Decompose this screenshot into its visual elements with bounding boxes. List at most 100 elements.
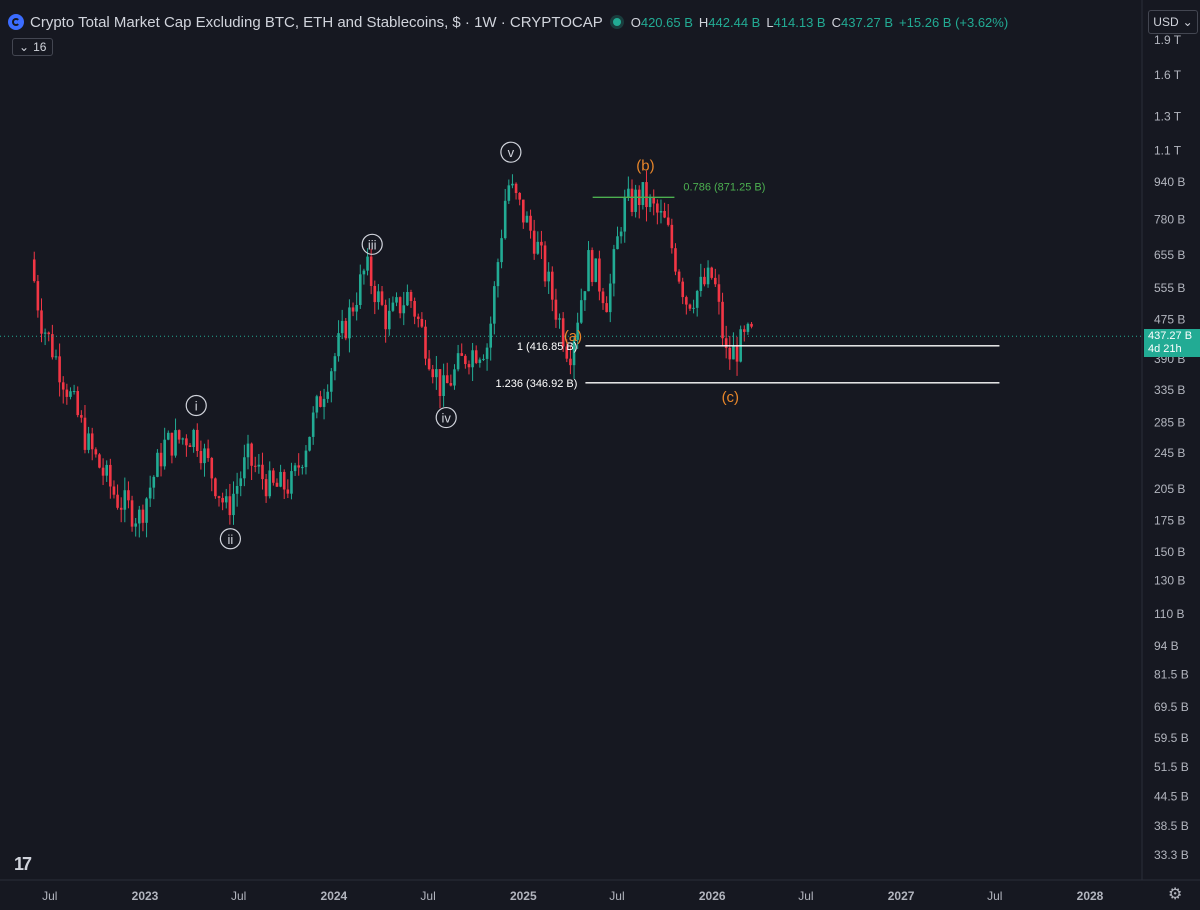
- candle-body: [275, 482, 279, 487]
- candle-body: [478, 359, 482, 363]
- candle-body: [138, 509, 141, 524]
- candle-body: [109, 464, 112, 487]
- candle-body: [732, 345, 735, 360]
- candle-body: [623, 197, 627, 232]
- candle-body: [395, 297, 398, 303]
- candle-body: [427, 358, 431, 370]
- candle-body: [485, 347, 489, 359]
- candle-body: [98, 454, 101, 468]
- candle-body: [489, 323, 493, 348]
- y-tick-label: 1.9 T: [1154, 33, 1182, 47]
- y-tick-label: 335 B: [1154, 383, 1185, 397]
- candle-body: [268, 470, 272, 497]
- candle-body: [185, 438, 188, 446]
- candle-body: [40, 310, 43, 334]
- candle-body: [645, 182, 648, 208]
- candle-body: [340, 320, 344, 334]
- high-value: 442.44 B: [708, 14, 761, 30]
- candle-body: [174, 430, 177, 456]
- wave-label-circle: [185, 394, 207, 417]
- candle-body: [32, 259, 36, 282]
- candle-body: [101, 467, 105, 476]
- x-tick-label: 2024: [321, 889, 348, 903]
- x-tick-label: 2026: [699, 889, 726, 903]
- chevron-down-icon: ⌄: [1182, 15, 1193, 29]
- candle-body: [243, 457, 246, 479]
- y-tick-label: 59.5 B: [1154, 731, 1189, 745]
- candle-body: [583, 291, 587, 301]
- candle-body: [413, 300, 416, 317]
- gear-icon[interactable]: ⚙: [1168, 886, 1183, 903]
- candle-body: [94, 449, 98, 455]
- candle-body: [123, 490, 127, 510]
- candle-body: [170, 432, 174, 456]
- candle-body: [391, 302, 395, 311]
- fib-level-label: 1 (416.85 B): [517, 341, 578, 353]
- candle-body: [279, 471, 282, 487]
- y-axis[interactable]: 1.9 T 1.6 T 1.3 T 1.1 T 940 B 780 B 655 B 555 B…: [1154, 33, 1189, 862]
- candle-body: [116, 494, 119, 508]
- candle-body: [532, 230, 536, 254]
- candle-body: [380, 291, 384, 305]
- wave-label: ii: [228, 532, 234, 547]
- candle-body: [206, 448, 210, 459]
- candle-body: [402, 305, 406, 314]
- wave-label: (b): [636, 158, 654, 175]
- wave-label: (a): [564, 328, 582, 345]
- y-tick-label: 130 B: [1154, 574, 1185, 588]
- y-tick-label: 150 B: [1154, 545, 1185, 559]
- y-tick-label: 51.5 B: [1154, 760, 1189, 774]
- candle-body: [449, 383, 453, 386]
- y-tick-label: 1.3 T: [1154, 110, 1182, 124]
- x-tick-label: Jul: [987, 889, 1002, 903]
- candle-body: [522, 199, 525, 223]
- candle-body: [594, 258, 598, 282]
- candle-body: [235, 486, 239, 494]
- candle-body: [36, 281, 40, 311]
- last-price-tag: 437.27 B 4d 21h: [1144, 329, 1200, 357]
- candle-body: [518, 193, 521, 200]
- low-label: L: [766, 14, 774, 30]
- candle-body: [250, 443, 253, 466]
- tradingview-logo-icon[interactable]: 17: [14, 854, 32, 874]
- candle-body: [710, 267, 713, 278]
- open-label: O: [630, 14, 641, 30]
- candle-body: [699, 276, 703, 291]
- indicators-toggle[interactable]: ⌄ 16: [12, 38, 54, 56]
- high-label: H: [698, 14, 709, 30]
- candle-body: [656, 203, 659, 213]
- candle-body: [703, 276, 706, 285]
- candle-body: [493, 286, 496, 324]
- last-price-value: 437.27 B: [1148, 330, 1193, 342]
- candle-body: [742, 329, 746, 332]
- candle-body: [663, 210, 666, 218]
- candle-body: [474, 350, 478, 363]
- x-tick-label: 2023: [132, 889, 159, 903]
- candle-body: [232, 493, 235, 516]
- candle-body: [80, 415, 83, 418]
- candle-body: [166, 432, 170, 440]
- candle-body: [420, 318, 424, 327]
- candle-body: [746, 323, 750, 332]
- candle-body: [330, 371, 333, 392]
- y-tick-label: 1.1 T: [1154, 143, 1182, 157]
- candle-body: [750, 323, 753, 327]
- symbol-title[interactable]: Crypto Total Market Cap Excluding BTC, E…: [30, 13, 603, 31]
- candle-body: [333, 356, 337, 372]
- y-tick-label: 780 B: [1154, 213, 1185, 227]
- candle-body: [87, 433, 90, 450]
- chevron-down-icon: ⌄: [19, 40, 30, 54]
- candle-body: [547, 271, 550, 282]
- candle-body: [550, 271, 554, 300]
- wave-label: iii: [368, 237, 377, 252]
- candle-body: [199, 451, 203, 464]
- x-tick-label: Jul: [609, 889, 624, 903]
- wave-label-circle: [361, 233, 383, 255]
- x-axis[interactable]: Jul 2023 Jul 2024 Jul 2025 Jul 2026 Jul 2027 Jul 20…: [42, 889, 1104, 903]
- candle-body: [319, 396, 322, 407]
- candle-body: [90, 433, 94, 450]
- candle-body: [674, 248, 677, 272]
- currency-selector[interactable]: USD ⌄: [1148, 10, 1198, 34]
- y-tick-label: 245 B: [1154, 446, 1185, 460]
